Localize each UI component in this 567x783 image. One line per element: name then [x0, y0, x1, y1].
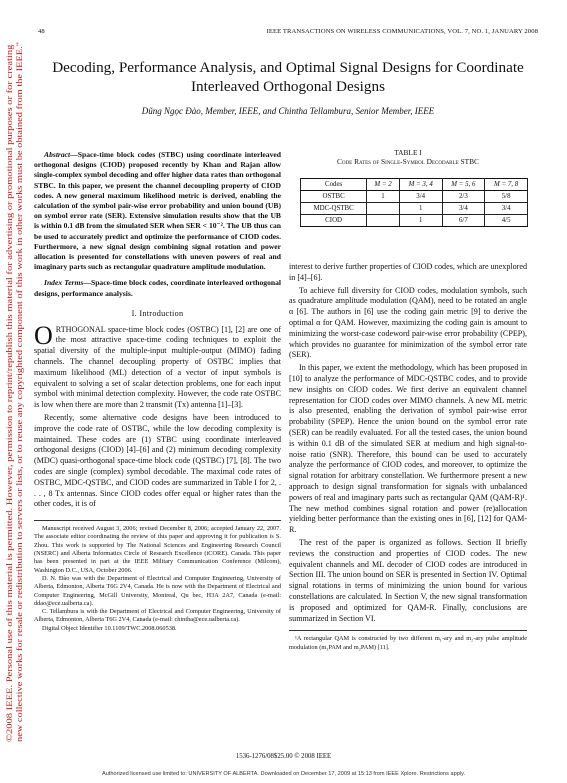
footnote-doi: Digital Object Identifier 10.1109/TWC.20… [42, 624, 177, 632]
table-cell: CIOD [299, 214, 368, 227]
footnote-rectangular-qam: ¹A rectangular QAM is constructed by two… [289, 635, 527, 651]
table-cell [366, 214, 400, 227]
table-cell: 1 [366, 190, 400, 203]
table-header-cell: Codes [299, 178, 368, 191]
table-header-cell: M = 2 [366, 178, 400, 191]
footnote-author-dao: D. N. Đào was with the Department of Ele… [34, 574, 281, 607]
copyright-side-notice: ©2008 IEEE. Personal use of this materia… [2, 30, 32, 742]
table-cell: OSTBC [299, 190, 368, 203]
side-notice-line-2: new collective works for resale or redis… [15, 42, 24, 742]
intro-paragraph-1-text: RTHOGONAL space-time block codes (OSTBC)… [34, 324, 281, 410]
author-list: Dũng Ngọc Đào, Member, IEEE, and Chintha… [141, 106, 435, 116]
table-row: OSTBC 1 3/4 2/3 5/8 [299, 190, 528, 203]
side-notice-line-1: ©2008 IEEE. Personal use of this materia… [5, 42, 14, 742]
table-row: MDC-QSTBC 1 3/4 3/4 [299, 202, 528, 215]
table-cell: 3/4 [441, 202, 486, 215]
right-column: interest to derive further properties of… [289, 262, 527, 652]
abstract-text: —Space-time block codes (STBC) using coo… [34, 150, 281, 272]
table-cell: 1 [398, 214, 443, 227]
table-cell [366, 202, 400, 215]
footnote-manuscript: Manuscript received August 3, 2006; revi… [34, 525, 281, 574]
intro-paragraph-1: O RTHOGONAL space-time block codes (OSTBC… [34, 320, 281, 411]
paper-authors: Dũng Ngọc Đào, Member, IEEE, and Chintha… [38, 106, 538, 116]
index-terms-label: Index Terms [44, 278, 84, 288]
license-notice: Authorized licensed use limited to: UNIV… [101, 771, 466, 777]
table-cell: 4/5 [484, 214, 528, 227]
page-number: 48 [38, 28, 45, 35]
paper-title: Decoding, Performance Analysis, and Opti… [52, 59, 524, 95]
table-header-cell: M = 3, 4 [398, 178, 443, 191]
copyright-line: 1536-1276/08$25.00 © 2008 IEEE [235, 753, 332, 760]
index-terms-text: —Space-time block codes, coordinate inte… [34, 278, 282, 298]
table-cell: 5/8 [484, 190, 528, 203]
table-cell: 2/3 [441, 190, 486, 203]
drop-cap: O [34, 320, 53, 350]
table-cell: 3/4 [484, 202, 528, 215]
table-row: CIOD 1 6/7 4/5 [299, 214, 528, 227]
table-cell: MDC-QSTBC [299, 202, 368, 215]
table-title: Code Rates of Single-Symbol Decodable ST… [337, 157, 479, 166]
index-terms: Index Terms—Space-time block codes, coor… [34, 278, 281, 298]
right-paragraph-2: In this paper, we extent the methodology… [289, 363, 527, 535]
footnote-author-tellambura: C. Tellambura is with the Department of … [34, 608, 281, 624]
side-notice-svg: ©2008 IEEE. Personal use of this materia… [5, 42, 24, 742]
table-header-row: Codes M = 2 M = 3, 4 M = 5, 6 M = 7, 8 [299, 178, 528, 191]
code-rate-table: Codes M = 2 M = 3, 4 M = 5, 6 M = 7, 8 O… [299, 178, 528, 227]
footnote-block: Manuscript received August 3, 2006; revi… [34, 520, 281, 633]
right-paragraph-3: The rest of the paper is organized as fo… [289, 537, 527, 623]
section-heading-introduction: I. Introduction [131, 308, 184, 318]
side-notice-text: ©2008 IEEE. Personal use of this materia… [5, 42, 24, 742]
abstract-label: Abstract [44, 150, 71, 159]
left-column: Abstract—Space-time block codes (STBC) u… [34, 150, 281, 633]
table-header-cell: M = 7, 8 [484, 178, 528, 191]
table-caption: TABLE I Code Rates of Single-Symbol Deco… [289, 148, 527, 166]
right-paragraph-1: To achieve full diversity for CIOD codes… [289, 285, 527, 360]
table-header-cell: M = 5, 6 [441, 178, 486, 191]
table-label: TABLE I [394, 148, 422, 157]
table-cell: 3/4 [398, 190, 443, 203]
journal-name: IEEE TRANSACTIONS ON WIRELESS COMMUNICAT… [266, 28, 538, 35]
intro-paragraph-2: Recently, some alternative code designs … [34, 413, 281, 509]
table-cell: 1 [398, 202, 443, 215]
right-paragraph-0: interest to derive further properties of… [289, 262, 528, 282]
abstract: Abstract—Space-time block codes (STBC) u… [34, 150, 281, 272]
footnote-right: ¹A rectangular QAM is constructed by two… [289, 630, 527, 652]
table-cell: 6/7 [441, 214, 486, 227]
